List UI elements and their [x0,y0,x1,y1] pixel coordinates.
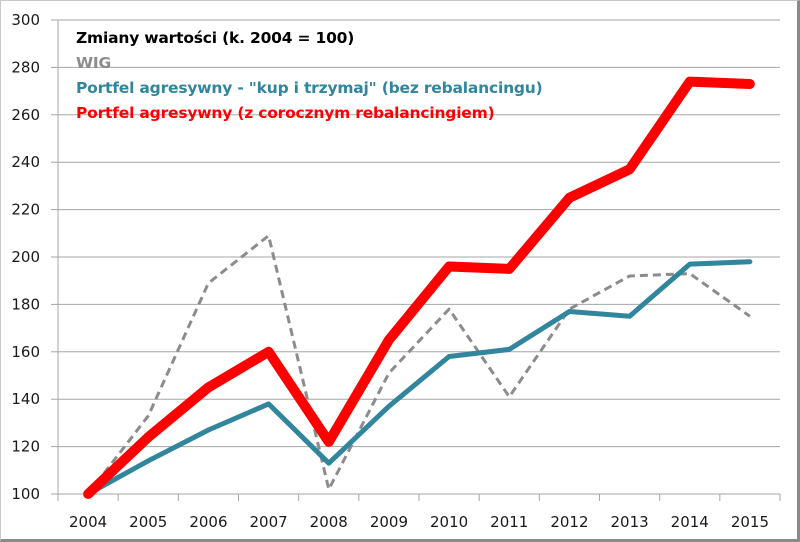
chart-title: Zmiany wartości (k. 2004 = 100) [76,29,355,47]
x-tick-label: 2005 [129,513,167,531]
y-tick-label: 200 [11,248,40,266]
series-line-rebalancing [83,76,755,499]
y-tick-label: 280 [11,58,40,76]
legend-entry-rebalancing: Portfel agresywny (z corocznym rebalanci… [76,104,495,122]
legend-entry-buy-and-hold: Portfel agresywny - "kup i trzymaj" (bez… [76,79,543,97]
x-tick-label: 2011 [490,513,528,531]
x-tick-label: 2015 [731,513,769,531]
y-tick-label: 120 [11,438,40,456]
x-tick-label: 2008 [310,513,348,531]
x-tick-label: 2010 [430,513,468,531]
series-line-wig [86,234,751,495]
legend-entry-wig: WIG [76,54,111,72]
y-tick-label: 300 [11,11,40,29]
y-tick-label: 220 [11,201,40,219]
axes [51,19,781,501]
x-tick-label: 2014 [671,513,709,531]
x-tick-label: 2004 [69,513,107,531]
y-tick-label: 140 [11,390,40,408]
x-tick-label: 2007 [249,513,287,531]
gridlines [58,19,780,448]
legend: Zmiany wartości (k. 2004 = 100) WIG Port… [76,26,543,126]
y-tick-label: 100 [11,485,40,503]
y-axis-tick-labels: 100 120 140 160 180 200 220 240 260 280 300 [11,11,40,503]
series-layer [83,76,755,499]
y-tick-label: 180 [11,295,40,313]
x-axis-tick-labels: 2004 2005 2006 2007 2008 2009 2010 2011 2012 2013… [69,513,769,531]
x-tick-label: 2012 [550,513,588,531]
x-tick-label: 2009 [370,513,408,531]
x-tick-label: 2013 [610,513,648,531]
y-tick-label: 240 [11,153,40,171]
y-tick-label: 160 [11,343,40,361]
x-tick-label: 2006 [189,513,227,531]
series-line-buy-and-hold [85,259,753,497]
y-tick-label: 260 [11,106,40,124]
